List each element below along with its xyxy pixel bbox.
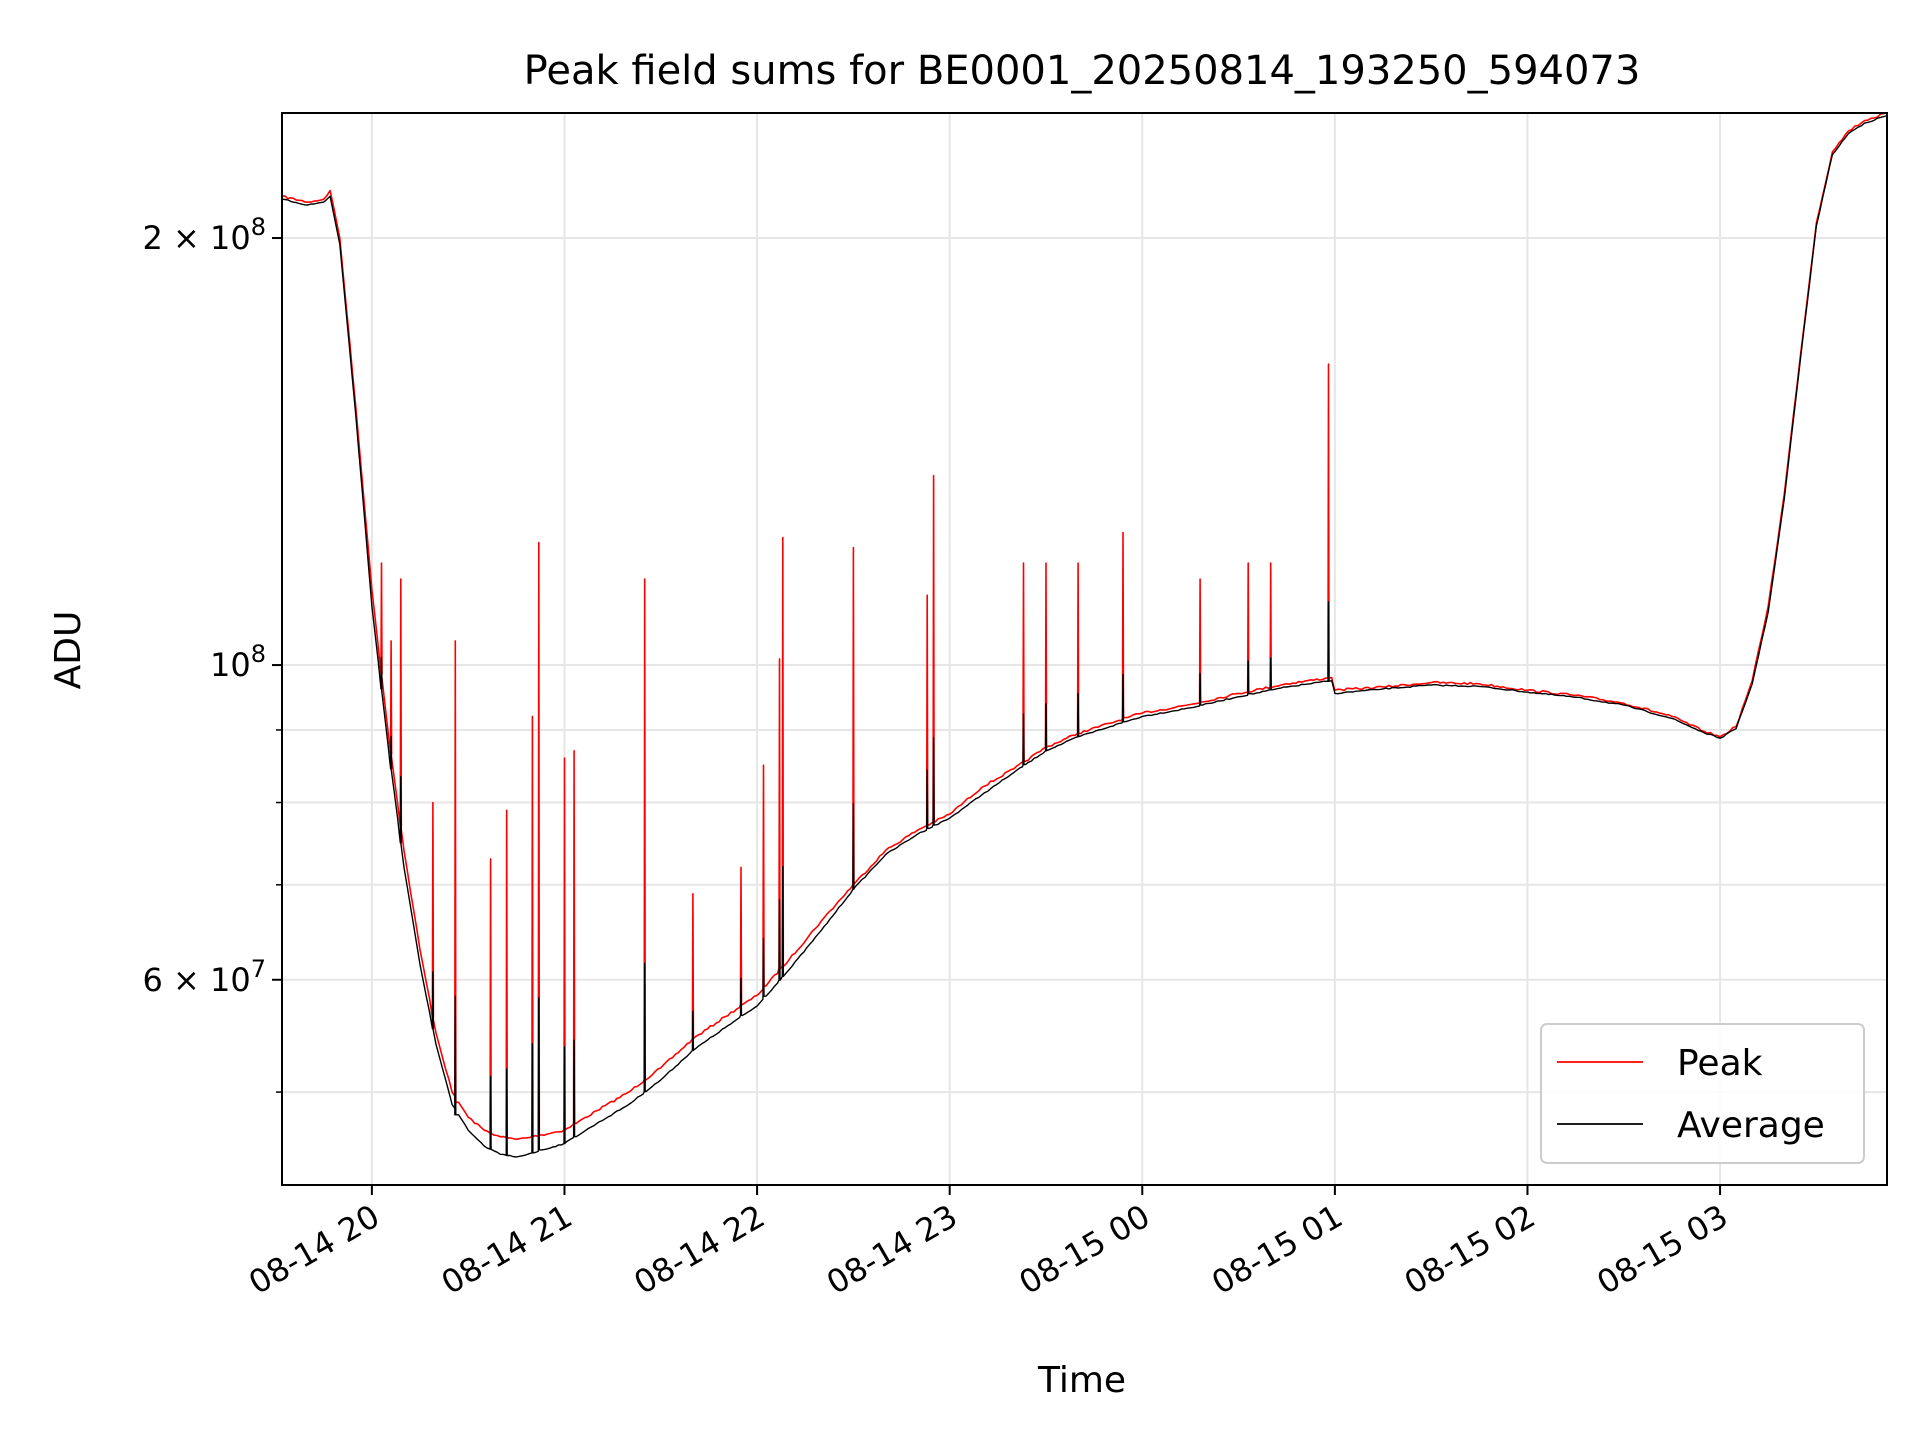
axes-frame <box>281 112 1888 1186</box>
y-tick-label: 6 × 107 <box>142 955 266 999</box>
legend: Peak Average <box>1540 1023 1865 1164</box>
x-tick-label: 08-14 21 <box>435 1197 579 1302</box>
x-axis: 08-14 20 08-14 21 08-14 22 08-14 23 08-15 00… <box>242 1185 1734 1302</box>
legend-label-peak: Peak <box>1677 1043 1763 1084</box>
x-tick-label: 08-15 03 <box>1590 1197 1734 1302</box>
x-tick-label: 08-14 23 <box>820 1197 964 1302</box>
legend-label-average: Average <box>1677 1105 1825 1146</box>
chart-title: Peak field sums for BE0001_20250814_1932… <box>524 48 1641 94</box>
y-tick-label: 2 × 108 <box>142 213 266 257</box>
x-axis-label: Time <box>1037 1360 1126 1401</box>
x-tick-label: 08-15 00 <box>1013 1197 1157 1302</box>
y-axis-label: ADU <box>48 611 89 690</box>
legend-box <box>1540 1023 1865 1164</box>
series-line-average <box>281 114 1888 1158</box>
x-tick-label: 08-15 01 <box>1205 1197 1349 1302</box>
series-line-peak <box>281 112 1888 1141</box>
x-tick-label: 08-14 20 <box>242 1197 386 1302</box>
y-axis: 2 × 108 108 6 × 107 <box>142 213 282 1093</box>
x-tick-label: 08-15 02 <box>1398 1197 1542 1302</box>
grid <box>282 113 1887 1185</box>
x-tick-label: 08-14 22 <box>627 1197 771 1302</box>
y-tick-label: 108 <box>210 640 266 684</box>
plot-area <box>281 112 1888 1158</box>
